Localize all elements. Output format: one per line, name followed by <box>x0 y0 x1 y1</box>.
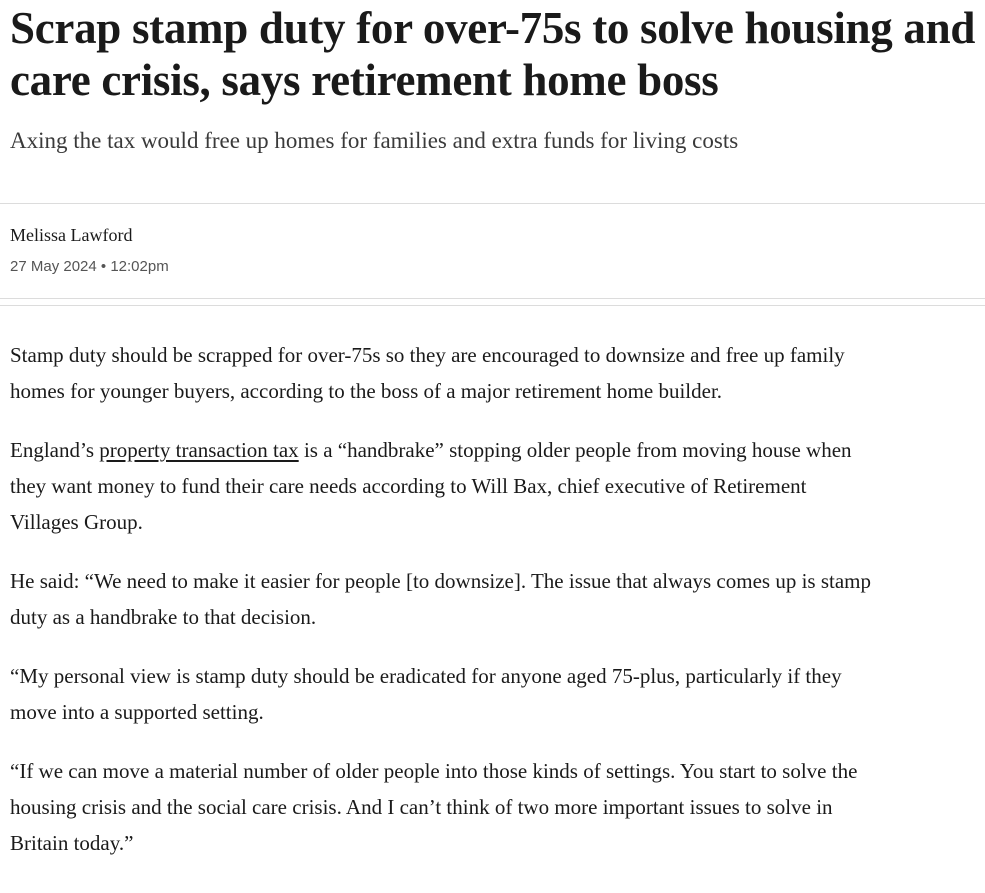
paragraph: He said: “We need to make it easier for … <box>10 563 880 635</box>
paragraph: England’s property transaction tax is a … <box>10 432 880 540</box>
standfirst: Axing the tax would free up homes for fa… <box>10 128 739 153</box>
text: He said: “We need to make it easier for … <box>10 569 871 629</box>
date: 27 May 2024 • 12:02pm <box>10 258 169 275</box>
author[interactable]: Melissa Lawford <box>10 225 133 245</box>
text: “If we can move a material number of old… <box>10 759 858 855</box>
article-body: Stamp duty should be scrapped for over-7… <box>10 337 880 884</box>
inline-link[interactable]: property transaction tax <box>99 438 299 462</box>
text: Stamp duty should be scrapped for over-7… <box>10 343 845 403</box>
text: England’s <box>10 438 100 462</box>
divider <box>0 203 985 204</box>
article-header: Scrap stamp duty for over-75s to solve h… <box>0 0 975 156</box>
divider <box>0 298 985 299</box>
headline: Scrap stamp duty for over-75s to solve h… <box>10 3 976 105</box>
text: “My personal view is stamp duty should b… <box>10 664 842 724</box>
paragraph: Stamp duty should be scrapped for over-7… <box>10 337 880 409</box>
paragraph: “My personal view is stamp duty should b… <box>10 658 880 730</box>
text: is a “handbrake” stopping older people f… <box>10 438 852 534</box>
paragraph: “If we can move a material number of old… <box>10 753 880 861</box>
divider <box>0 305 985 306</box>
